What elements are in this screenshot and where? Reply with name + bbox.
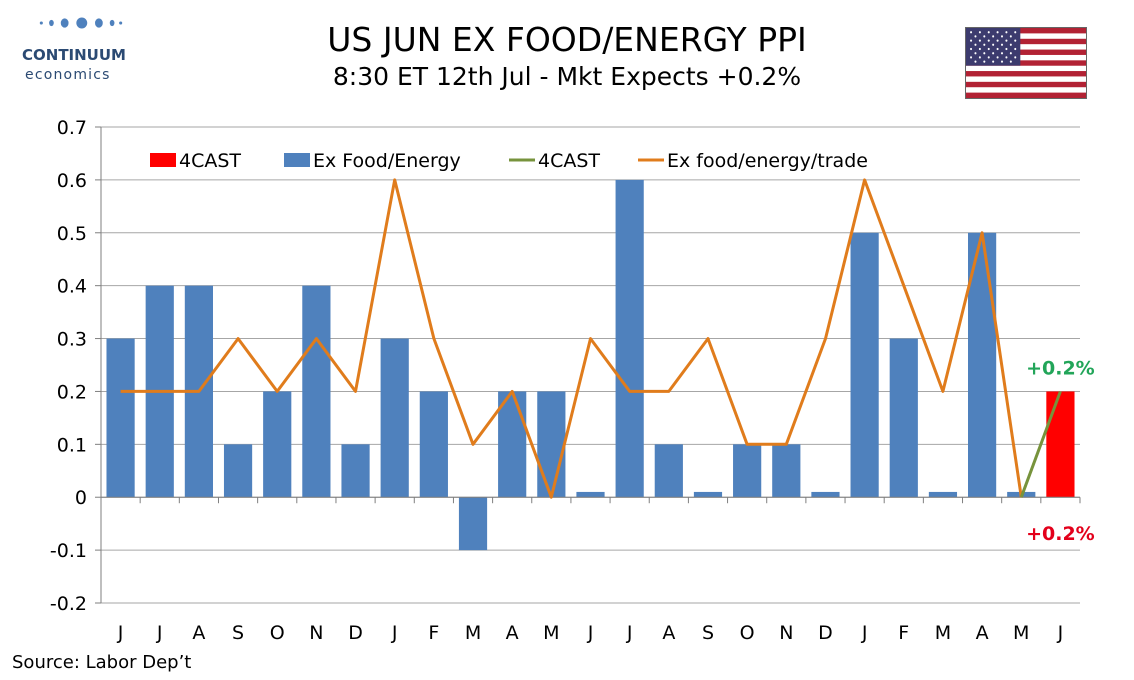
legend-label: Ex Food/Energy <box>313 150 461 172</box>
bar-ex-food-energy <box>263 391 292 498</box>
legend-swatch <box>284 153 310 167</box>
x-tick-label: S <box>702 622 714 644</box>
legend-swatch <box>150 153 176 167</box>
source-note: Source: Labor Dep’t <box>12 652 192 673</box>
x-tick-label: S <box>232 622 244 644</box>
x-tick-label: J <box>626 622 633 644</box>
legend-label: Ex food/energy/trade <box>667 150 868 172</box>
x-tick-label: O <box>740 622 755 644</box>
x-tick-label: M <box>935 622 951 644</box>
chart-subtitle: 8:30 ET 12th Jul - Mkt Expects +0.2% <box>332 62 802 91</box>
y-tick-label: 0.1 <box>57 434 87 456</box>
chart-title: US JUN EX FOOD/ENERGY PPI <box>327 20 807 59</box>
x-tick-label: J <box>156 622 163 644</box>
x-tick-label: N <box>779 622 793 644</box>
line-forecast <box>1019 390 1062 498</box>
bar-ex-food-energy <box>693 491 723 498</box>
us-flag-icon <box>965 27 1087 99</box>
bar-ex-food-energy <box>302 285 331 498</box>
bar-ex-food-energy <box>811 491 840 498</box>
y-tick-label: 0.3 <box>57 329 87 351</box>
y-tick-label: 0.4 <box>57 276 87 298</box>
x-tick-label: A <box>662 622 675 644</box>
line-ex-food-energy-trade <box>120 178 1023 499</box>
bar-ex-food-energy <box>498 391 527 498</box>
x-tick-label: J <box>391 622 398 644</box>
bar-ex-food-energy <box>576 491 605 498</box>
y-tick-label: 0.6 <box>57 170 87 192</box>
bar-ex-food-energy <box>537 391 566 498</box>
y-tick-label: 0.5 <box>57 223 87 245</box>
bar-ex-food-energy <box>419 391 448 498</box>
bar-ex-food-energy <box>850 232 879 498</box>
brand-name: CONTINUUM <box>22 46 126 64</box>
x-tick-label: A <box>506 622 519 644</box>
x-tick-label: J <box>1057 622 1064 644</box>
bar-ex-food-energy <box>341 444 370 498</box>
x-tick-label: D <box>818 622 833 644</box>
y-tick-label: 0 <box>75 487 87 509</box>
y-tick-label: -0.2 <box>50 593 87 615</box>
annotation-top: +0.2% <box>1026 357 1095 379</box>
y-tick-label: -0.1 <box>50 540 87 562</box>
bar-ex-food-energy <box>928 491 958 498</box>
bar-ex-food-energy <box>380 338 409 498</box>
bar-ex-food-energy <box>106 338 135 498</box>
x-tick-label: F <box>898 622 909 644</box>
x-tick-label: N <box>309 622 323 644</box>
x-tick-label: J <box>117 622 124 644</box>
bar-ex-food-energy <box>654 444 683 498</box>
bar-ex-food-energy <box>733 444 762 498</box>
x-tick-label: O <box>270 622 285 644</box>
x-tick-label: A <box>192 622 205 644</box>
bar-forecast <box>1046 391 1075 498</box>
x-tick-label: J <box>587 622 594 644</box>
y-tick-label: 0.7 <box>57 117 87 139</box>
y-tick-label: 0.2 <box>57 381 87 403</box>
bar-ex-food-energy <box>889 338 918 498</box>
legend-label: 4CAST <box>538 150 600 172</box>
bar-ex-food-energy <box>223 444 253 498</box>
x-tick-label: F <box>428 622 439 644</box>
x-tick-label: M <box>465 622 481 644</box>
x-tick-label: J <box>861 622 868 644</box>
bar-ex-food-energy <box>772 444 801 498</box>
logo-dots-icon <box>39 17 123 29</box>
x-tick-label: M <box>543 622 559 644</box>
x-tick-label: D <box>348 622 363 644</box>
bar-ex-food-energy <box>615 179 644 498</box>
x-tick-label: M <box>1013 622 1029 644</box>
brand-logo: CONTINUUM economics <box>10 12 140 83</box>
legend-label: 4CAST <box>179 150 241 172</box>
x-tick-label: A <box>976 622 989 644</box>
bar-ex-food-energy <box>458 497 488 551</box>
brand-subtitle: economics <box>25 67 111 83</box>
annotation-bottom: +0.2% <box>1026 523 1095 545</box>
